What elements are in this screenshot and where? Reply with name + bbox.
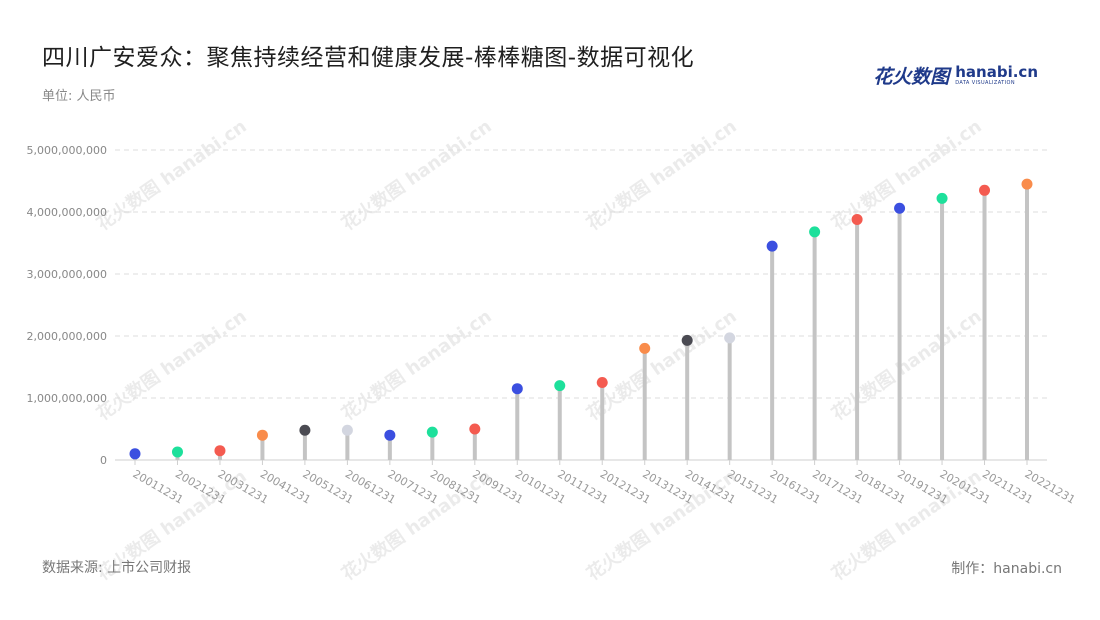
y-tick-label: 4,000,000,000 (27, 206, 107, 219)
data-source: 数据来源: 上市公司财报 (42, 560, 192, 576)
x-axis-ticks: 2001123120021231200312312004123120051231… (131, 460, 1077, 507)
logo-subtitle: DATA VISUALIZATION (955, 80, 1015, 86)
lollipop-dot[interactable] (129, 448, 141, 460)
watermark-text: 花火数图 hanabi.cn (828, 305, 986, 425)
lollipop-dot[interactable] (214, 445, 226, 457)
lollipop-dot[interactable] (469, 423, 481, 435)
y-axis-ticks: 0 1,000,000,000 2,000,000,000 3,000,000,000… (27, 144, 107, 467)
logo-text-cn: 花火数图 (873, 66, 950, 88)
y-tick-label: 3,000,000,000 (27, 268, 107, 281)
watermark-text: 花火数图 hanabi.cn (93, 115, 251, 235)
unit-label: 单位: 人民币 (42, 89, 116, 104)
lollipop-dot[interactable] (511, 383, 523, 395)
lollipop-dot[interactable] (554, 380, 566, 392)
lollipop-dot[interactable] (979, 184, 991, 196)
watermark-text: 花火数图 hanabi.cn (93, 305, 251, 425)
lollipop-dot[interactable] (596, 377, 608, 388)
lollipop-dot[interactable] (766, 240, 778, 252)
lollipop-dot[interactable] (724, 332, 736, 344)
lollipop-dot[interactable] (639, 342, 651, 354)
logo-domain: hanabi.cn (955, 63, 1038, 81)
chart-title: 四川广安爱众：聚焦持续经营和健康发展-棒棒糖图-数据可视化 (42, 45, 695, 71)
lollipop-dot[interactable] (341, 424, 353, 436)
y-tick-label: 0 (100, 454, 107, 467)
brand-logo: 花火数图 hanabi.cn DATA VISUALIZATION (873, 62, 1038, 89)
lollipop-dot[interactable] (894, 202, 906, 214)
y-tick-label: 2,000,000,000 (27, 330, 107, 343)
credit-label: 制作：hanabi.cn (951, 561, 1062, 577)
watermark-text: 花火数图 hanabi.cn (338, 305, 496, 425)
watermark-layer: 花火数图 hanabi.cn 花火数图 hanabi.cn 花火数图 hanabi.… (93, 115, 986, 585)
lollipop-dots (129, 178, 1033, 460)
lollipop-dot[interactable] (299, 424, 311, 436)
watermark-text: 花火数图 hanabi.cn (828, 115, 986, 235)
y-tick-label: 1,000,000,000 (27, 392, 107, 405)
lollipop-dot[interactable] (809, 226, 821, 238)
lollipop-stems (133, 184, 1029, 460)
watermark-text: 花火数图 hanabi.cn (583, 305, 741, 425)
y-tick-label: 5,000,000,000 (27, 144, 107, 157)
lollipop-dot[interactable] (426, 426, 438, 438)
lollipop-dot[interactable] (384, 429, 396, 441)
grid-lines (115, 149, 1047, 399)
watermark-text: 花火数图 hanabi.cn (338, 115, 496, 235)
lollipop-dot[interactable] (851, 213, 863, 225)
lollipop-dot[interactable] (681, 334, 693, 346)
lollipop-dot[interactable] (936, 192, 948, 204)
lollipop-dot[interactable] (256, 429, 268, 441)
watermark-text: 花火数图 hanabi.cn (583, 115, 741, 235)
logo-text-en: hanabi.cn DATA VISUALIZATION (955, 65, 1038, 86)
lollipop-dot[interactable] (1021, 178, 1033, 190)
lollipop-dot[interactable] (171, 446, 183, 458)
